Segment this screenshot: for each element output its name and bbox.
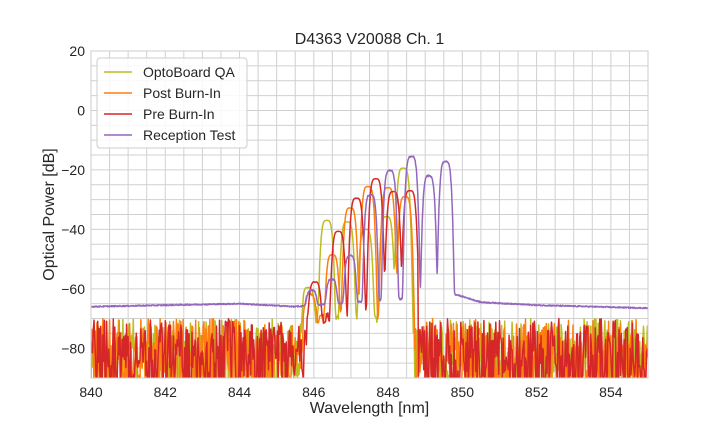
tick-labels: 840 842 844 846 848 850 852 854 −80 −60 −40 −20 0 20 (61, 43, 623, 400)
x-tick-label: 842 (154, 384, 178, 400)
y-tick-label: −40 (61, 221, 85, 237)
y-tick-label: −80 (61, 340, 85, 356)
legend-label: Post Burn-In (143, 85, 221, 101)
legend-box (96, 57, 248, 149)
y-tick-label: 20 (69, 43, 85, 59)
x-tick-label: 844 (228, 384, 252, 400)
x-tick-label: 846 (302, 384, 326, 400)
series-line-pre-burn-in (91, 178, 648, 378)
y-tick-label: −60 (61, 281, 85, 297)
y-tick-label: −20 (61, 162, 85, 178)
x-axis-label: Wavelength [nm] (310, 400, 429, 417)
y-tick-label: 0 (77, 102, 85, 118)
chart-title: D4363 V20088 Ch. 1 (295, 31, 445, 48)
legend: OptoBoard QA Post Burn-In Pre Burn-In Recep… (96, 57, 248, 149)
legend-label: Pre Burn-In (143, 106, 215, 122)
x-tick-label: 854 (599, 384, 623, 400)
y-axis-label: Optical Power [dB] (41, 148, 58, 281)
series-line-reception-test (91, 155, 648, 310)
series-lines (91, 155, 648, 378)
x-tick-label: 852 (525, 384, 549, 400)
plot-frame (90, 50, 649, 379)
legend-label: Reception Test (143, 127, 235, 143)
x-tick-label: 840 (79, 384, 103, 400)
legend-label: OptoBoard QA (143, 64, 235, 80)
x-tick-label: 850 (451, 384, 475, 400)
x-tick-label: 848 (376, 384, 400, 400)
